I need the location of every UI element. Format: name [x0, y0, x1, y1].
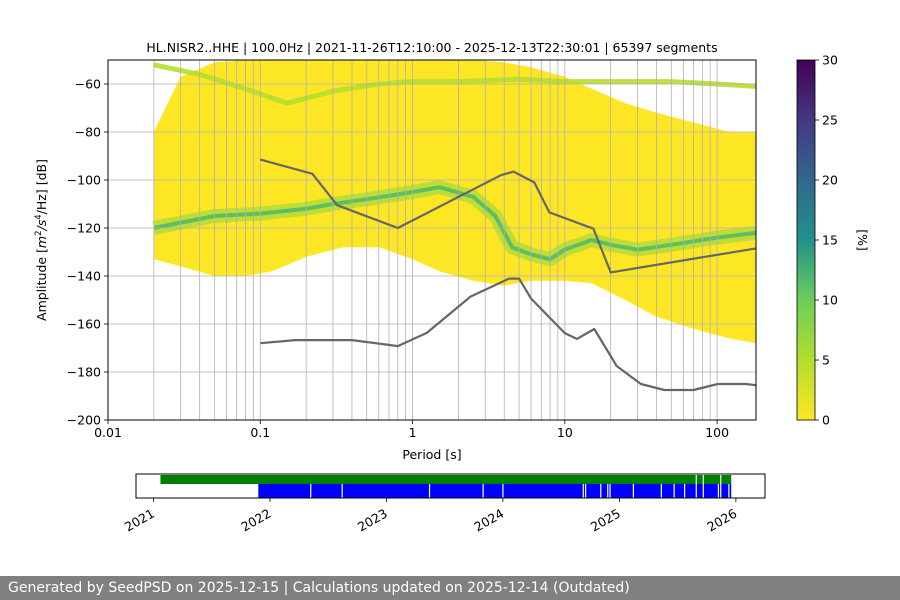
y-label-prefix: Amplitude [	[34, 248, 49, 321]
timeline-gap	[728, 484, 730, 498]
psd-figure: HL.NISR2..HHE | 100.0Hz | 2021-11-26T12:…	[34, 40, 870, 535]
colorbar-tick-label: 20	[822, 173, 838, 188]
timeline-gap	[428, 484, 431, 498]
timeline-tick-label: 2026	[704, 506, 739, 535]
psd-density-band	[153, 60, 756, 344]
timeline-gap	[585, 484, 587, 498]
timeline-bars	[160, 475, 732, 498]
psd-mode-core	[153, 185, 756, 262]
timeline-gap	[695, 484, 697, 498]
timeline-gap	[310, 484, 312, 498]
timeline-gap	[582, 484, 584, 498]
timeline-gap	[720, 475, 722, 484]
timeline-gap	[673, 484, 675, 498]
timeline-gap	[609, 484, 611, 498]
chart-title: HL.NISR2..HHE | 100.0Hz | 2021-11-26T12:…	[146, 40, 717, 55]
colorbar-gradient	[796, 59, 816, 421]
x-tick-label: 0.1	[250, 425, 270, 440]
y-label-hz: /Hz] [dB]	[34, 159, 49, 214]
x-tick-label: 0.01	[94, 425, 122, 440]
colorbar-tick-label: 10	[822, 293, 838, 308]
timeline-frame	[135, 473, 766, 499]
y-axis-ticks: −60 −80 −100 −120 −140 −160 −180 −200	[67, 77, 108, 428]
y-axis-label: Amplitude [m2/s4/Hz] [dB]	[34, 159, 49, 321]
colorbar-tick-label: 5	[822, 353, 830, 368]
timeline-gap	[702, 484, 704, 498]
timeline-bar-processed-psd	[258, 484, 732, 498]
y-tick-label: −140	[67, 269, 101, 284]
y-tick-label: −100	[67, 173, 101, 188]
timeline-gap	[482, 484, 484, 498]
colorbar-tick-label: 25	[822, 113, 838, 128]
timeline-gap	[632, 484, 634, 498]
y-label-exp2: 2	[34, 230, 44, 235]
upper-density-ridge	[153, 62, 756, 106]
colorbar-tick-label: 15	[822, 233, 838, 248]
timeline-gap	[660, 484, 662, 498]
x-axis-label: Period [s]	[402, 447, 461, 462]
timeline-tick-label: 2025	[588, 506, 623, 535]
y-tick-label: −200	[67, 413, 101, 428]
timeline: 2021 2022 2023 2024 2025 2026	[122, 473, 766, 535]
colorbar-label: [%]	[855, 229, 870, 251]
y-tick-label: −120	[67, 221, 101, 236]
colorbar-ticks: 0 5 10 15 20 25 30	[815, 53, 838, 428]
timeline-gap	[600, 484, 602, 498]
timeline-gap	[341, 484, 343, 498]
lower-noise-model-curve	[260, 277, 756, 392]
upper-noise-model-curve	[260, 158, 756, 274]
noise-model-curves	[260, 158, 756, 392]
timeline-gap	[702, 475, 704, 484]
plot-grid	[108, 60, 756, 420]
y-tick-label: −160	[67, 317, 101, 332]
x-tick-label: 100	[705, 425, 729, 440]
colorbar-tick-label: 0	[822, 413, 830, 428]
colorbar: 0 5 10 15 20 25 30 [%]	[796, 53, 870, 428]
timeline-ticks: 2021 2022 2023 2024 2025 2026	[122, 498, 739, 535]
y-tick-label: −80	[75, 125, 101, 140]
timeline-gap	[720, 484, 722, 498]
timeline-tick-label: 2024	[471, 506, 506, 535]
y-label-exp4: 4	[34, 214, 44, 219]
y-label-m: m	[34, 236, 49, 248]
x-tick-label: 1	[409, 425, 417, 440]
timeline-gap	[607, 484, 609, 498]
x-axis-ticks: 0.01 0.1 1 10 100	[94, 420, 729, 440]
timeline-tick-label: 2023	[355, 506, 390, 535]
colorbar-tick-label: 30	[822, 53, 838, 68]
x-tick-label: 10	[557, 425, 573, 440]
timeline-gap	[684, 484, 686, 498]
psd-plot-area: 0.01 0.1 1 10 100 −60 −80 −100 −120 −140 −160 −180…	[67, 59, 757, 440]
timeline-gap	[502, 484, 504, 498]
footer-bar: Generated by SeedPSD on 2025-12-15 | Cal…	[0, 576, 900, 600]
timeline-tick-label: 2021	[122, 506, 157, 535]
timeline-bar-available-data	[160, 475, 732, 484]
timeline-tick-label: 2022	[238, 506, 273, 535]
y-tick-label: −60	[75, 77, 101, 92]
timeline-gap	[695, 475, 697, 484]
timeline-gap	[717, 484, 720, 498]
footer-text: Generated by SeedPSD on 2025-12-15 | Cal…	[8, 580, 630, 596]
y-label-s: /s	[34, 219, 49, 231]
y-tick-label: −180	[67, 365, 101, 380]
plot-frame	[107, 59, 757, 421]
